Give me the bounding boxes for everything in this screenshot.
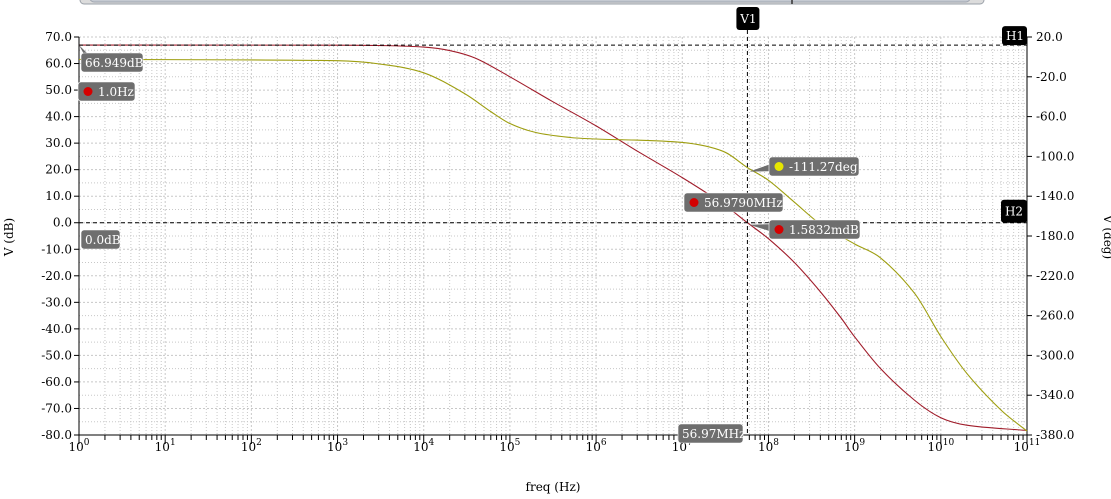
marker-readout[interactable]: 66.949dB: [79, 45, 144, 73]
series-lines: [78, 44, 1028, 432]
marker-readout-box[interactable]: [80, 52, 144, 73]
marker-readout-text: 66.949dB: [85, 56, 144, 70]
y-right-tick-label: -60.0: [1036, 110, 1067, 124]
y-left-tick-label: 30.0: [45, 136, 72, 150]
cursor-lines[interactable]: V1 H1 H2: [79, 7, 1027, 435]
x-tick-label: 100: [68, 438, 89, 454]
marker-readout-box[interactable]: [768, 156, 860, 177]
marker-readout[interactable]: 0.0dB: [80, 229, 121, 250]
x-tick-label: 102: [241, 438, 262, 454]
marker-readout-box[interactable]: [80, 229, 121, 250]
y-right-axis-label: V (deg): [1101, 214, 1111, 259]
marker-readout[interactable]: 56.97MHz: [677, 423, 745, 444]
y-left-tick-label: -30.0: [41, 295, 72, 309]
plot-grid: [78, 36, 1027, 436]
marker-readout-dot: [774, 225, 784, 234]
marker-readouts[interactable]: 66.949dB 1.0Hz -111.27deg 56.9790MHz 1.5832m…: [77, 45, 861, 444]
y-right-axis-ticks: 20.0 -20.0 -60.0 -100.0 -140.0 -180.0 -220.0 -2…: [1027, 30, 1074, 442]
y-right-tick-label: -180.0: [1036, 229, 1074, 243]
y-right-tick-label: 20.0: [1036, 30, 1063, 44]
y-right-tick-label: -300.0: [1036, 348, 1074, 362]
x-tick-label: 103: [327, 438, 348, 454]
y-left-tick-label: 50.0: [45, 83, 72, 97]
x-axis-label: freq (Hz): [526, 480, 581, 494]
marker-readout-dot: [689, 198, 699, 207]
cursor-h1-label: H1: [1006, 29, 1024, 43]
y-left-tick-label: -70.0: [41, 401, 72, 415]
y-left-tick-label: -20.0: [41, 269, 72, 283]
y-left-tick-label: -60.0: [41, 375, 72, 389]
y-left-tick-label: -10.0: [41, 242, 72, 256]
y-left-axis-label: V (dB): [2, 218, 16, 257]
cursor-v1-label: V1: [739, 12, 756, 26]
marker-readout-text: 56.97MHz: [682, 427, 745, 441]
cursor-h2-label: H2: [1005, 205, 1023, 219]
marker-readout[interactable]: 1.0Hz: [77, 81, 136, 102]
marker-readout-text: 0.0dB: [85, 233, 121, 247]
marker-readout-box[interactable]: [677, 423, 744, 444]
cursor-h1-tag[interactable]: [1002, 26, 1027, 46]
y-left-tick-label: -50.0: [41, 348, 72, 362]
marker-readout-text: 1.0Hz: [98, 85, 134, 99]
x-tick-label: 108: [758, 438, 779, 454]
marker-readout-text: 1.5832mdB: [789, 223, 859, 237]
marker-readout[interactable]: 56.9790MHz: [683, 192, 784, 213]
cursor-h2-tag[interactable]: [1001, 199, 1027, 223]
x-tick-label: 1011: [1014, 438, 1041, 454]
y-left-tick-label: 40.0: [45, 110, 72, 124]
y-right-tick-label: -140.0: [1036, 189, 1074, 203]
cursor-v1-tag[interactable]: [736, 7, 760, 30]
y-right-tick-label: -380.0: [1036, 428, 1074, 442]
y-left-tick-label: 70.0: [45, 30, 72, 44]
x-axis-ticks: 10010110210310410510610710810910101011: [68, 435, 1040, 454]
y-right-tick-label: -260.0: [1036, 309, 1074, 323]
x-tick-label: 1010: [927, 438, 954, 454]
marker-readout[interactable]: 1.5832mdB: [749, 219, 861, 240]
y-left-tick-label: -80.0: [41, 428, 72, 442]
marker-readout-box[interactable]: [768, 219, 861, 240]
y-left-tick-label: -40.0: [41, 322, 72, 336]
x-tick-label: 109: [844, 438, 865, 454]
x-tick-label: 106: [586, 438, 607, 454]
marker-readout-box[interactable]: [77, 81, 136, 102]
y-right-tick-label: -100.0: [1036, 149, 1074, 163]
x-tick-label: 104: [413, 438, 434, 454]
y-left-tick-label: 0.0: [53, 216, 72, 230]
y-left-tick-label: 20.0: [45, 163, 72, 177]
y-left-tick-label: 60.0: [45, 57, 72, 71]
y-right-tick-label: -20.0: [1036, 70, 1067, 84]
phase-series-line: [78, 58, 1028, 432]
y-right-tick-label: -340.0: [1036, 388, 1074, 402]
y-left-tick-label: 10.0: [45, 189, 72, 203]
scrollbar-thumb[interactable]: [89, 0, 971, 3]
y-left-axis-ticks: 70.0 60.0 50.0 40.0 30.0 20.0 10.0 0.0 -10.0 -20.…: [41, 30, 79, 442]
marker-readout-box[interactable]: [683, 192, 784, 213]
x-tick-label: 101: [155, 438, 176, 454]
x-tick-label: 105: [499, 438, 520, 454]
marker-readout-dot: [774, 162, 784, 171]
marker-readout[interactable]: -111.27deg: [749, 156, 860, 177]
marker-readout-text: -111.27deg: [789, 160, 858, 174]
marker-readout-dot: [83, 87, 93, 96]
magnitude-series-line: [78, 44, 1028, 432]
marker-readout-text: 56.9790MHz: [704, 196, 783, 210]
y-right-tick-label: -220.0: [1036, 269, 1074, 283]
top-scrollbar[interactable]: [79, 0, 985, 5]
